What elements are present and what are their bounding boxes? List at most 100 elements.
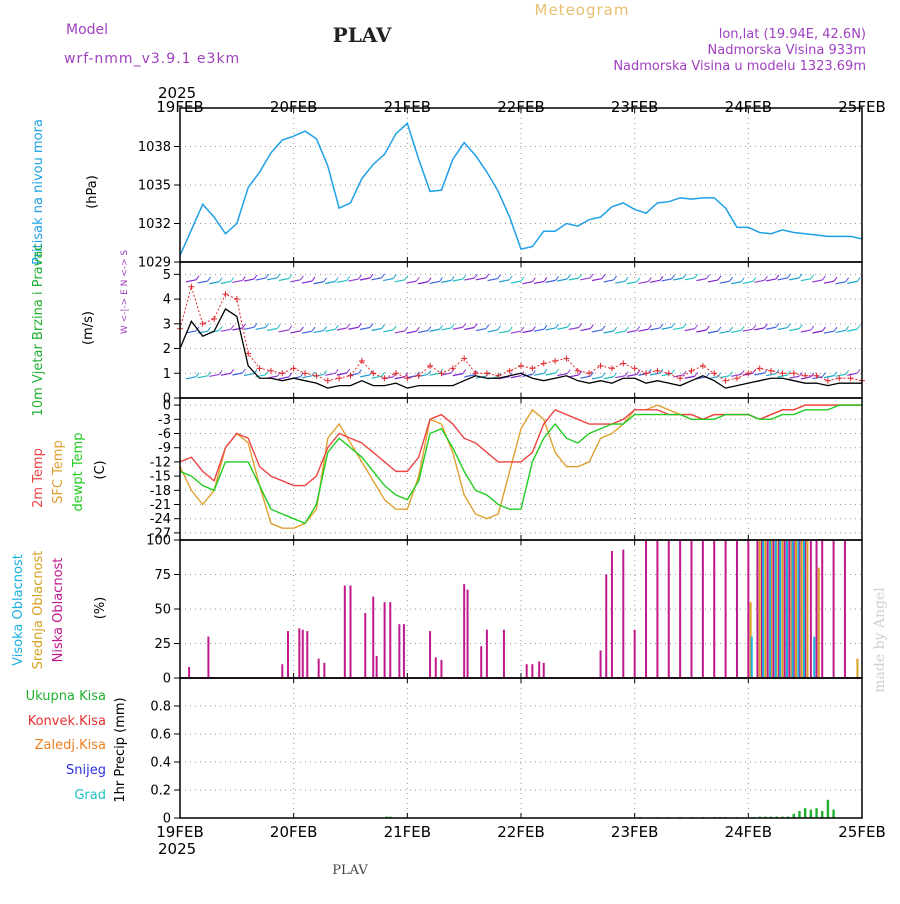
wind-barb	[731, 373, 742, 377]
y-tick-label: -6	[158, 427, 171, 442]
cloud-title-low: Niska Oblacnost	[51, 558, 66, 663]
wind-barb	[336, 372, 347, 376]
wind-barb	[823, 280, 835, 284]
wind-barb-flag	[648, 277, 652, 282]
wind-barb	[765, 373, 777, 377]
wind-barb-flag	[856, 277, 861, 282]
y-tick-label: 50	[154, 603, 171, 618]
wind-barb-flag	[276, 324, 281, 329]
wind-barb-flag	[392, 274, 397, 279]
wind-barb	[406, 330, 417, 334]
wind-barb-flag	[694, 324, 699, 329]
wind-barb	[557, 278, 568, 282]
y-tick-label: -21	[150, 498, 171, 513]
wind-barb	[464, 374, 475, 378]
wind-barb	[255, 277, 266, 281]
wind-barb-flag	[427, 277, 432, 283]
precip-legend-conv: Konvek.Kisa	[28, 714, 106, 729]
wind-barb-flag	[381, 324, 386, 329]
wind-barb	[441, 372, 452, 376]
wind-barb-flag	[729, 276, 733, 282]
wind-barb-flag	[578, 323, 583, 328]
wind-barb	[835, 329, 846, 334]
wind-barb	[499, 279, 510, 283]
y-tick-label: 1029	[138, 256, 171, 271]
wind-barb	[255, 326, 266, 331]
elevation-label: Nadmorska Visina 933m	[708, 43, 867, 58]
wind-barb-flag	[218, 277, 223, 283]
footer-station: PLAV	[332, 863, 368, 878]
wind-barb-flag	[624, 326, 629, 332]
wind-barb	[591, 376, 603, 380]
plots-group: 10291032103510380123450-3-6-9-12-15-18-2…	[138, 98, 886, 841]
station-title: PLAV	[333, 23, 392, 47]
x-tick-label-bottom: 19FEB	[156, 823, 203, 841]
wind-barb	[661, 278, 672, 282]
wind-barb-flag	[590, 324, 594, 329]
wind-unit: (m/s)	[81, 311, 96, 345]
wind-barb-flag	[566, 274, 571, 280]
wind-compass-label: W <-|-> E N <-> S	[120, 250, 130, 335]
precip-unit: 1hr Precip (mm)	[113, 697, 128, 802]
precip-legend-snow: Snijeg	[66, 763, 106, 778]
wind-barb	[499, 376, 510, 380]
wind-barb	[232, 327, 243, 331]
wind-barb-flag	[299, 275, 304, 281]
wind-barb-flag	[427, 370, 432, 375]
wind-barb-flag	[764, 275, 768, 281]
wind-barb	[197, 280, 208, 284]
x-tick-label-top: 23FEB	[611, 98, 658, 116]
wind-barb	[278, 376, 289, 380]
wind-barb-flag	[265, 323, 270, 328]
wind-barb	[429, 372, 440, 376]
wind-barb	[441, 327, 452, 331]
wind-barb-flag	[798, 371, 803, 377]
wind-barb	[359, 277, 371, 281]
temp-title-2m: 2m Temp	[31, 448, 46, 508]
wind-barb-flag	[241, 276, 246, 281]
wind-barb	[220, 372, 231, 376]
watermark: made by Angel	[872, 587, 888, 693]
wind-barb	[336, 279, 347, 284]
wind-barb	[661, 326, 672, 330]
wind-speed-line	[179, 308, 862, 389]
wind-barb	[638, 328, 649, 332]
wind-barb	[533, 328, 545, 332]
wind-barb	[383, 277, 394, 282]
y-tick-label: 0.2	[150, 784, 171, 799]
wind-barb	[754, 372, 765, 376]
wind-barb-flag	[706, 274, 710, 279]
wind-barb	[545, 372, 556, 376]
wind-barb	[603, 376, 614, 380]
wind-barb-flag	[207, 276, 212, 282]
y-tick-label: 0.8	[150, 700, 171, 715]
wind-barb-flag	[566, 369, 571, 374]
year-bottom: 2025	[158, 840, 196, 858]
wind-barb-flag	[462, 369, 467, 374]
wind-barb	[522, 281, 533, 285]
wind-barb-flag	[810, 325, 815, 331]
x-tick-label-bottom: 25FEB	[838, 823, 885, 841]
wind-barb-flag	[381, 273, 386, 279]
y-tick-label: 0.4	[150, 756, 171, 771]
wind-barb-flag	[775, 274, 780, 280]
y-tick-label: 75	[154, 568, 171, 583]
wind-barb-flag	[833, 371, 838, 376]
wind-barb-flag	[357, 322, 362, 328]
wind-barb-flag	[590, 273, 594, 279]
wind-barb-flag	[508, 275, 513, 281]
wind-barb	[429, 280, 440, 285]
wind-barb-flag	[740, 277, 745, 283]
wind-barb	[278, 277, 289, 282]
x-tick-label-bottom: 21FEB	[384, 823, 431, 841]
y-tick-label: 25	[154, 637, 171, 652]
wind-barb-flag	[798, 273, 803, 279]
precip-bar	[792, 813, 795, 818]
wind-barb-flag	[241, 368, 246, 374]
wind-barb	[533, 372, 545, 376]
wind-barb	[719, 330, 730, 334]
y-tick-label: 2	[163, 342, 171, 357]
wind-barb	[487, 329, 498, 333]
wind-barb	[313, 281, 324, 285]
wind-barb-flag	[520, 326, 525, 332]
